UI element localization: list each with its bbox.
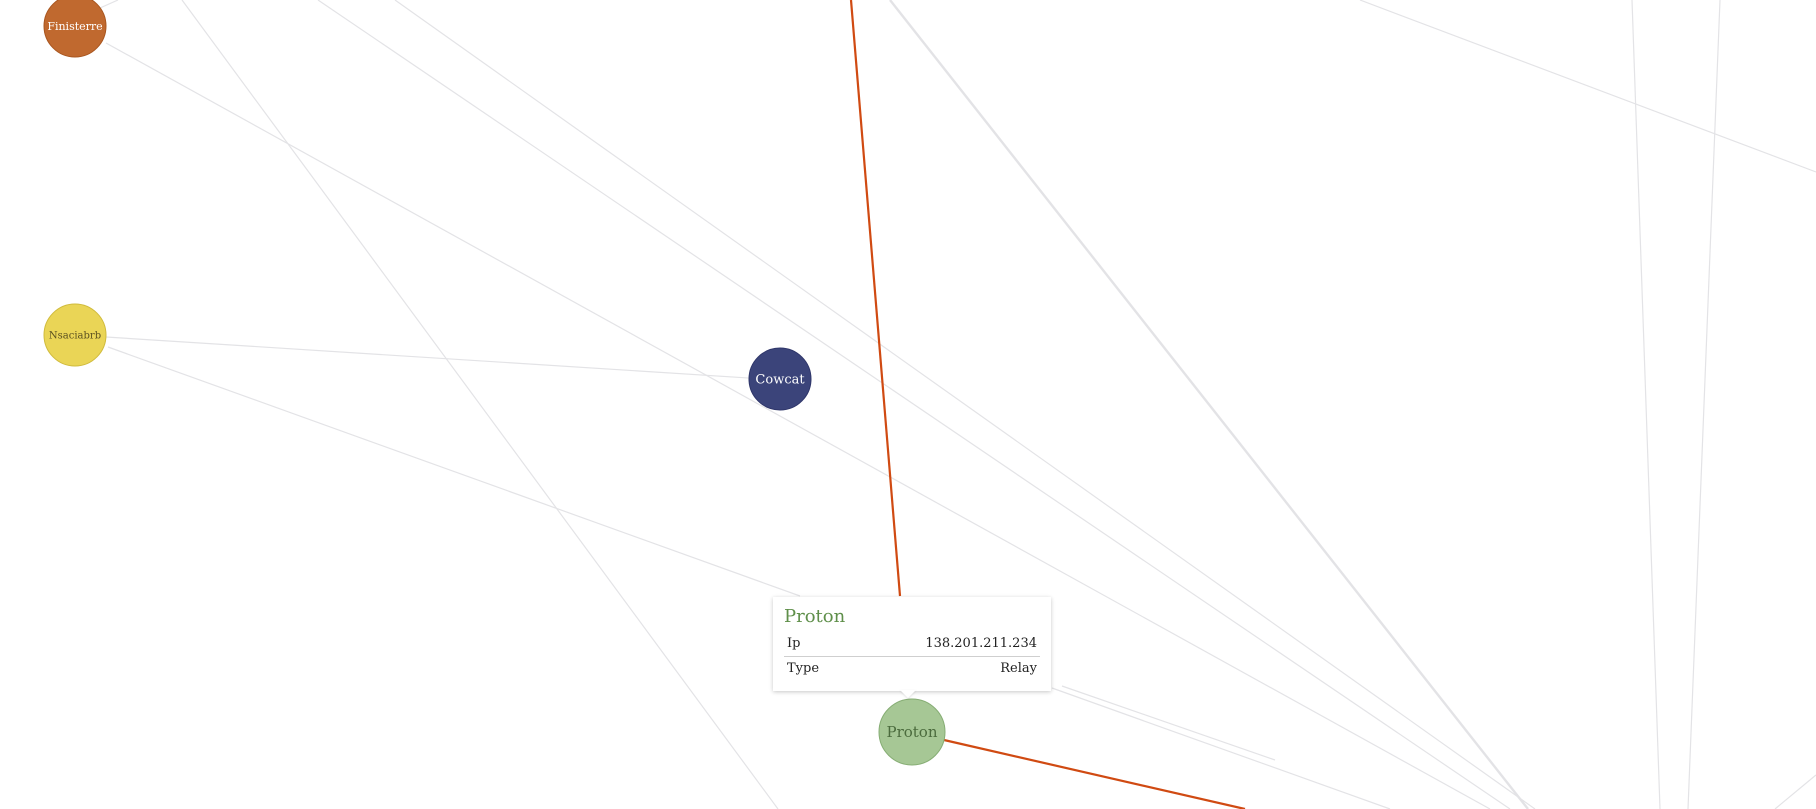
graph-edge [1687, 0, 1721, 809]
graph-edge [317, 0, 1511, 809]
node-proton-circle[interactable] [878, 698, 946, 766]
node-proton-label: Proton [886, 723, 937, 741]
node-cowcat[interactable]: Cowcat [748, 347, 812, 411]
graph-edge [107, 346, 801, 597]
node-finisterre-label: Finisterre [47, 20, 102, 33]
node-proton[interactable]: Proton [878, 698, 946, 766]
graph-edge [394, 0, 1536, 809]
graph-edge [99, 0, 119, 9]
node-nsaciabrb-circle[interactable] [43, 303, 107, 367]
graph-edge [1774, 774, 1816, 809]
graph-edge [1051, 687, 1391, 809]
tooltip-ip-value: 138.201.211.234 [925, 636, 1037, 651]
graph-edge [1359, 0, 1816, 173]
highlighted-edges [849, 0, 1246, 809]
node-cowcat-circle[interactable] [748, 347, 812, 411]
graph-nodes: Finisterre Nsaciabrb Cowcat Proton [43, 0, 946, 766]
highlighted-edge [849, 0, 902, 597]
tooltip-row-type: Type Relay [784, 657, 1040, 681]
graph-edge [181, 0, 779, 809]
node-finisterre[interactable]: Finisterre [43, 0, 107, 58]
tooltip-pointer [900, 690, 916, 698]
node-tooltip: Proton Ip 138.201.211.234 Type Relay [773, 597, 1051, 691]
node-nsaciabrb-label: Nsaciabrb [49, 331, 101, 342]
graph-edges [99, 0, 1816, 809]
tooltip-ip-key: Ip [787, 636, 801, 651]
node-cowcat-label: Cowcat [755, 373, 805, 388]
node-finisterre-circle[interactable] [43, 0, 107, 58]
tooltip-type-value: Relay [1000, 661, 1037, 676]
graph-edge [889, 0, 1529, 809]
tooltip-row-ip: Ip 138.201.211.234 [784, 632, 1040, 657]
node-nsaciabrb[interactable]: Nsaciabrb [43, 303, 107, 367]
graph-edge [105, 336, 781, 381]
tooltip-type-key: Type [787, 661, 820, 676]
graph-edge [105, 42, 1491, 809]
graph-edge [1631, 0, 1661, 809]
tooltip-title: Proton [784, 606, 846, 627]
highlighted-edge [943, 738, 1246, 809]
graph-edge [1061, 685, 1276, 761]
